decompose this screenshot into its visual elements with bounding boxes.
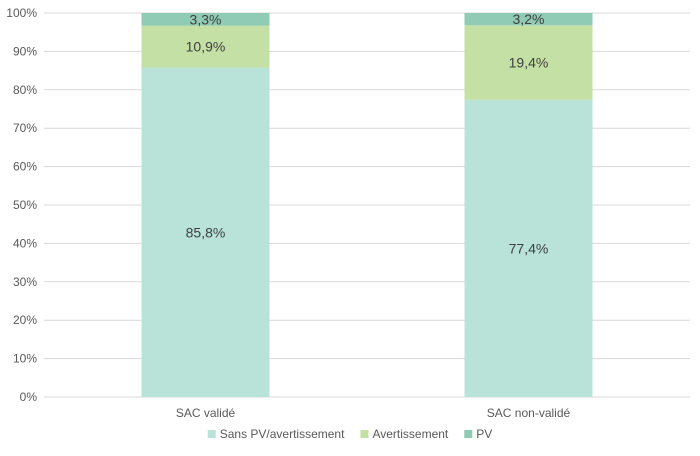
data-label: 77,4% [509, 240, 549, 256]
bar-segment [141, 13, 270, 26]
bar-segment [141, 67, 270, 397]
bar-segment [464, 13, 593, 26]
y-tick-label: 90% [13, 44, 37, 58]
y-tick-label: 100% [6, 6, 37, 20]
legend: Sans PV/avertissement Avertissement PV [207, 427, 492, 441]
gridlines [44, 12, 690, 398]
y-tick-label: 30% [13, 275, 37, 289]
bars [141, 13, 593, 397]
y-tick-label: 20% [13, 313, 37, 327]
y-tick-label: 50% [13, 198, 37, 212]
legend-swatch [360, 430, 369, 438]
y-tick-label: 70% [13, 121, 37, 135]
legend-item: Avertissement [360, 427, 449, 441]
y-tick-label: 40% [13, 236, 37, 250]
data-label: 3,3% [190, 11, 222, 27]
data-label: 19,4% [509, 55, 549, 71]
data-label: 10,9% [186, 39, 226, 55]
bar-segment [141, 25, 270, 68]
y-tick-label: 0% [20, 390, 38, 404]
data-label: 85,8% [186, 224, 226, 240]
legend-item: PV [464, 427, 492, 441]
y-tick-label: 60% [13, 160, 37, 174]
x-axis: SAC validé SAC non-validé [176, 406, 571, 420]
legend-swatch [207, 430, 216, 438]
bar-segment [464, 99, 593, 397]
x-category-label: SAC non-validé [487, 406, 571, 420]
data-labels: 85,8% 10,9% 3,3% 77,4% 19,4% 3,2% [186, 11, 549, 256]
legend-label: PV [476, 427, 492, 441]
data-label: 3,2% [513, 11, 545, 27]
legend-swatch [464, 430, 473, 438]
legend-item: Sans PV/avertissement [207, 427, 345, 441]
legend-label: Avertissement [372, 427, 448, 441]
y-axis: 0% 10% 20% 30% 40% 50% 60% 70% 80% 90% 100% [6, 6, 37, 404]
x-category-label: SAC validé [176, 406, 236, 420]
bar-segment [464, 25, 593, 100]
y-tick-label: 80% [13, 83, 37, 97]
legend-label: Sans PV/avertissement [220, 427, 345, 441]
y-tick-label: 10% [13, 352, 37, 366]
